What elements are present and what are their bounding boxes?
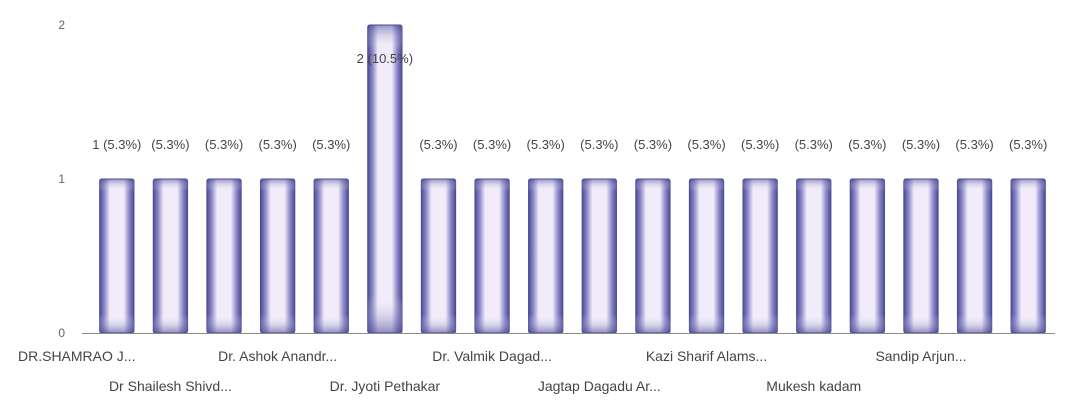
bar-shade (957, 179, 992, 333)
data-label: (5.3%) (473, 137, 511, 152)
x-tick-label: Dr. Ashok Anandr... (218, 348, 337, 364)
x-tick-label: Sandip Arjun... (875, 348, 966, 364)
data-labels: 1 (5.3%) (5.3%) (5.3%) (5.3%) (5.3%) 2 (10.5%… (92, 51, 1047, 152)
bar[interactable] (742, 178, 778, 334)
bar[interactable] (420, 178, 457, 334)
data-label: (5.3%) (151, 137, 189, 152)
x-tick-label: DR.SHAMRAO J... (18, 348, 135, 364)
bar[interactable] (99, 178, 135, 334)
y-axis: 0 1 2 (58, 18, 65, 340)
bar-shade (314, 179, 349, 333)
x-tick-label: Jagtap Dagadu Ar... (538, 378, 661, 394)
data-label: (5.3%) (687, 137, 725, 152)
bar-shade (742, 179, 778, 333)
x-tick-label: Dr. Jyoti Pethakar (330, 378, 441, 394)
bar-shade (635, 179, 671, 333)
bar-shade (850, 179, 885, 333)
bar-shade (689, 179, 724, 333)
bar[interactable] (796, 178, 832, 334)
bar-shade (367, 25, 403, 333)
bar-shade (582, 179, 617, 333)
bar-shade (421, 179, 456, 333)
data-label: (5.3%) (205, 137, 243, 152)
bar[interactable] (903, 178, 939, 334)
x-tick-label: Kazi Sharif Alams... (646, 348, 767, 364)
data-label: 2 (10.5%) (357, 51, 413, 66)
data-label: 1 (5.3%) (92, 137, 141, 152)
bar[interactable] (474, 178, 510, 334)
data-label: (5.3%) (848, 137, 886, 152)
bar-shade (1011, 179, 1046, 333)
bar-shade (528, 179, 563, 333)
data-label: (5.3%) (312, 137, 350, 152)
bar[interactable] (581, 178, 617, 334)
data-label: (5.3%) (1009, 137, 1047, 152)
data-label: (5.3%) (955, 137, 993, 152)
bar-shade (99, 179, 134, 333)
bar-shade (474, 179, 510, 333)
bar[interactable] (688, 178, 725, 334)
y-tick-label: 2 (58, 18, 65, 32)
bar[interactable] (635, 178, 671, 334)
y-tick-label: 1 (58, 172, 65, 186)
data-label: (5.3%) (419, 137, 457, 152)
data-label: (5.3%) (258, 137, 296, 152)
x-axis: DR.SHAMRAO J... Dr Shailesh Shivd... Dr. A… (18, 333, 1055, 394)
data-label: (5.3%) (795, 137, 833, 152)
x-tick-label: Dr. Valmik Dagad... (432, 348, 552, 364)
bar[interactable] (956, 178, 993, 334)
bar[interactable] (152, 178, 189, 334)
bar[interactable] (849, 178, 886, 334)
bar-shade (796, 179, 831, 333)
y-tick-label: 0 (58, 326, 65, 340)
data-label: (5.3%) (741, 137, 779, 152)
bar[interactable] (1010, 178, 1046, 334)
bar-shade (260, 179, 295, 333)
data-label: (5.3%) (580, 137, 618, 152)
bars (99, 24, 1046, 334)
bar-shade (206, 179, 242, 333)
data-label: (5.3%) (902, 137, 940, 152)
bar[interactable] (259, 178, 296, 334)
bar-shade (903, 179, 939, 333)
data-label: (5.3%) (527, 137, 565, 152)
x-tick-label: Mukesh kadam (766, 378, 861, 394)
bar[interactable] (206, 178, 242, 334)
data-label: (5.3%) (634, 137, 672, 152)
bar[interactable] (528, 178, 564, 334)
bar[interactable] (313, 178, 349, 334)
x-tick-label: Dr Shailesh Shivd... (109, 378, 232, 394)
bar-shade (153, 179, 188, 333)
bar[interactable] (367, 24, 403, 334)
